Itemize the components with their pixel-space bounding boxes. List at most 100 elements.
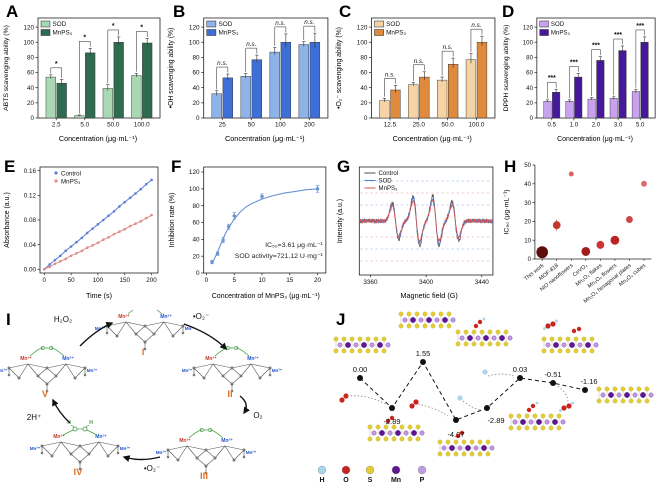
svg-text:MnPS₃: MnPS₃ — [379, 186, 398, 192]
svg-text:O═O: O═O — [226, 346, 239, 352]
svg-text:25: 25 — [219, 122, 227, 129]
svg-text:IV: IV — [74, 467, 84, 478]
bar-MnPS₃-25.0 — [419, 76, 430, 119]
ic50-dot-4 — [596, 240, 605, 249]
svg-text:O₂: O₂ — [253, 411, 262, 420]
data-point — [210, 260, 214, 264]
svg-text:MnPS₃: MnPS₃ — [551, 29, 571, 36]
svg-text:Mn²⁺: Mn²⁺ — [247, 356, 259, 362]
svg-text:0: 0 — [196, 270, 200, 277]
panel-energy-profile-diagram: J 0.00 -2.89 1.55 -4.07 -2.89 0.03 -0.51 -1.16 H… — [300, 310, 660, 493]
panel-abts-bar-chart: A 0 20 40 60 80 100 120 2.5 * 5.0 * 50.0 * 100.0 * SOD M… — [0, 0, 165, 155]
svg-text:SOD: SOD — [218, 21, 232, 28]
svg-text:*: * — [112, 23, 115, 30]
bar-MnPS₃-5.0 — [640, 42, 649, 119]
svg-text:Magnetic field (G): Magnetic field (G) — [400, 291, 457, 300]
bar-MnPS₃-5.0 — [85, 52, 96, 119]
svg-text:Mn²⁺: Mn²⁺ — [221, 438, 233, 444]
legend-swatch-MnPS₃ — [206, 29, 217, 36]
svg-text:80: 80 — [360, 55, 368, 62]
svg-text:0.12: 0.12 — [24, 193, 37, 200]
bar-MnPS₃-50.0 — [448, 63, 459, 119]
data-point — [215, 251, 220, 256]
data-point — [221, 238, 225, 242]
svg-text:-4.07: -4.07 — [447, 430, 464, 439]
svg-text:Mn²⁺: Mn²⁺ — [156, 450, 167, 455]
svg-text:Mn²⁺: Mn²⁺ — [120, 446, 131, 451]
svg-text:25.0: 25.0 — [413, 122, 426, 129]
panel-letter-a: A — [6, 2, 19, 21]
svg-text:100: 100 — [523, 39, 534, 46]
bar-chart-C: 0 20 40 60 80 100 120 12.5 n.s. 25.0 n.s. 50.0 n.s. 1… — [336, 17, 496, 143]
panel-letter-h: H — [504, 157, 517, 176]
svg-text:50.0: 50.0 — [107, 122, 120, 129]
svg-text:20: 20 — [360, 100, 368, 107]
bar-SOD-2.0 — [587, 98, 596, 119]
svg-text:60: 60 — [27, 70, 35, 77]
panel-letter-j: J — [336, 310, 346, 329]
svg-text:*: * — [55, 61, 58, 68]
energy-state-dot — [453, 417, 459, 423]
svg-text:n.s.: n.s. — [471, 22, 481, 29]
svg-text:100: 100 — [189, 186, 200, 193]
svg-text:-0.51: -0.51 — [544, 370, 561, 379]
svg-text:n.s.: n.s. — [246, 41, 256, 48]
svg-text:***: *** — [548, 75, 556, 82]
svg-text:12.5: 12.5 — [384, 122, 397, 129]
svg-text:10: 10 — [524, 237, 531, 244]
svg-text:100: 100 — [275, 122, 286, 129]
svg-text:III: III — [200, 471, 208, 482]
svg-text:MnPS₃: MnPS₃ — [53, 30, 73, 37]
mnps3-cluster-I: Mn³⁺Mn²⁺Mn²⁺Mn²⁺O═OI — [95, 310, 196, 358]
svg-text:100: 100 — [189, 39, 200, 46]
svg-text:***: *** — [636, 23, 644, 30]
svg-text:120: 120 — [189, 24, 200, 31]
legend-swatch-MnPS₃ — [374, 29, 384, 36]
svg-text:0: 0 — [530, 115, 534, 122]
bar-SOD-100.0 — [131, 75, 142, 119]
svg-text:60: 60 — [526, 70, 533, 77]
svg-text:80: 80 — [192, 203, 200, 210]
data-point — [315, 187, 320, 191]
svg-text:***: *** — [570, 59, 578, 66]
mnps3-slab — [367, 415, 425, 442]
mnps3-slab — [333, 336, 391, 354]
svg-text:Time (s): Time (s) — [86, 291, 112, 300]
svg-text:20: 20 — [27, 100, 35, 107]
bar-MnPS₃-0.5 — [552, 92, 561, 119]
svg-text:1.0: 1.0 — [570, 121, 579, 128]
svg-text:-1.16: -1.16 — [580, 377, 597, 386]
svg-text:•O₂⁻: •O₂⁻ — [193, 312, 209, 321]
svg-text:0: 0 — [364, 115, 368, 122]
panel-letter-d: D — [502, 2, 515, 21]
bar-chart-A: 0 20 40 60 80 100 120 2.5 * 5.0 * 50.0 * 100.0 * SOD MnP… — [3, 17, 161, 143]
legend-atom-P — [417, 465, 427, 475]
svg-text:80: 80 — [192, 55, 200, 62]
svg-text:Mn²⁺: Mn²⁺ — [182, 368, 193, 373]
svg-text:20: 20 — [314, 277, 322, 284]
energy-state-dot — [550, 380, 556, 386]
svg-text:120: 120 — [357, 24, 368, 31]
bar-SOD-3.0 — [609, 98, 618, 119]
line-chart-E: 0.00 0.04 0.08 0.12 0.16 0 50 100 150 200 ControlM… — [4, 166, 159, 300]
panel-ic50-scatter-chart: H 0 10 20 30 40 50 This work MOF-818 NiO nanoflo… — [500, 155, 660, 310]
bar-MnPS₃-2.5 — [56, 82, 67, 119]
svg-text:H: H — [319, 477, 324, 484]
svg-text:n.s.: n.s. — [217, 60, 227, 67]
ic50-dot-7 — [641, 180, 647, 187]
svg-text:Mn²⁺: Mn²⁺ — [0, 368, 8, 373]
ic50-dot-3 — [581, 246, 591, 256]
mnps3-slab — [508, 401, 566, 431]
legend-atom-S — [365, 465, 375, 475]
svg-text:100.0: 100.0 — [134, 122, 150, 129]
svg-text:Control: Control — [379, 171, 399, 177]
svg-text:Mn²⁺: Mn²⁺ — [185, 326, 196, 331]
legend-swatch-SOD — [40, 20, 51, 28]
bar-chart-B: 0 20 40 60 80 100 120 25 n.s. 50 n.s. 100 n.s. 200 n.s… — [168, 17, 329, 143]
panel-letter-g: G — [337, 157, 351, 176]
svg-text:DPPH scavenging ability (%): DPPH scavenging ability (%) — [503, 25, 510, 112]
legend-swatch-MnPS₃ — [539, 29, 549, 36]
panel-absorbance-line-chart: E 0.00 0.04 0.08 0.12 0.16 0 50 100 150 200 Contro… — [0, 155, 165, 310]
